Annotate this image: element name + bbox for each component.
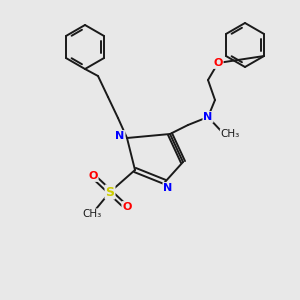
Text: O: O bbox=[213, 58, 223, 68]
Text: O: O bbox=[122, 202, 132, 212]
Text: S: S bbox=[106, 185, 115, 199]
Text: N: N bbox=[203, 112, 213, 122]
Text: N: N bbox=[164, 183, 172, 193]
Text: CH₃: CH₃ bbox=[220, 129, 240, 139]
Text: CH₃: CH₃ bbox=[82, 209, 102, 219]
Text: O: O bbox=[88, 171, 98, 181]
Text: N: N bbox=[116, 131, 124, 141]
